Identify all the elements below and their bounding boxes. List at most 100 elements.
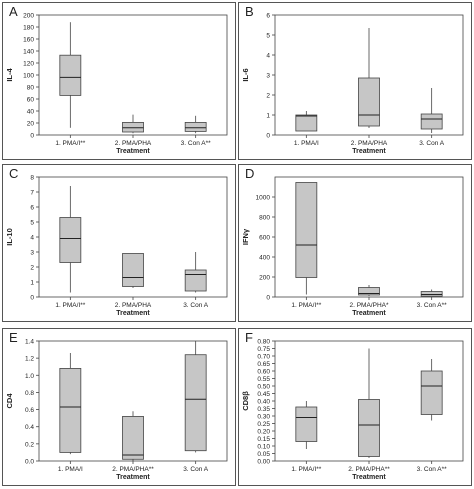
x-tick-label: 1. PMA/I**: [55, 302, 85, 309]
y-tick-label: 160: [23, 37, 34, 44]
chart-panel-a: A 0 20 40 60 80 100 120 140 160 180 200 IL-4 1. PMA/…: [2, 2, 236, 160]
y-tick-label: 3: [30, 250, 34, 257]
y-tick-label: 0.05: [257, 451, 270, 458]
x-axis-label: Treatment: [352, 474, 386, 481]
x-tick-label: 1. PMA/I**: [291, 466, 321, 473]
y-axis-label: IL-6: [241, 68, 250, 81]
x-tick-label: 3. Con A: [419, 140, 445, 147]
box-iqr: [59, 368, 82, 453]
y-tick-label: 180: [23, 25, 34, 32]
x-tick-label: 1. PMA/I**: [55, 140, 85, 147]
y-tick-label: 0.4: [25, 424, 34, 431]
chart-panel-d: D 0 200 400 600 800 1000 IFNγ 1. PMA/I** 2. PMA/…: [238, 164, 472, 322]
chart-panel-e: E 0.0 0.2 0.4 0.6 0.8 1.0 1.2 1.4 CD4 1. PMA/I 2. …: [2, 328, 236, 486]
y-tick-label: 60: [27, 97, 35, 104]
box-iqr: [358, 287, 380, 296]
y-tick-label: 100: [23, 73, 34, 80]
box-iqr: [420, 370, 443, 415]
x-axis-label: Treatment: [116, 148, 150, 155]
x-axis-label: Treatment: [352, 148, 386, 155]
box-plot-ifng: 0 200 400 600 800 1000 IFNγ 1. PMA/I** 2. PMA/PH…: [241, 176, 464, 317]
y-tick-label: 0.00: [257, 459, 270, 466]
y-tick-label: 0: [30, 133, 34, 140]
box-iqr: [358, 77, 380, 127]
y-tick-label: 0.45: [257, 391, 270, 398]
y-tick-label: 40: [27, 109, 35, 116]
box-iqr: [122, 122, 144, 133]
x-tick-label: 2. PMA/PHA: [351, 140, 388, 147]
y-tick-label: 0.8: [25, 390, 34, 397]
y-tick-label: 120: [23, 61, 34, 68]
y-tick-label: 1: [30, 280, 34, 287]
y-axis-label: IL-4: [5, 68, 14, 82]
y-axis-label: CD8β: [241, 391, 250, 411]
y-tick-label: 20: [27, 121, 35, 128]
y-tick-label: 1: [266, 113, 270, 120]
box-iqr: [184, 354, 207, 452]
y-tick-label: 0.80: [257, 339, 270, 346]
y-tick-label: 5: [30, 220, 34, 227]
box-iqr: [295, 182, 318, 278]
box-iqr: [184, 122, 207, 132]
x-axis-label: Treatment: [116, 310, 150, 317]
y-tick-label: 1.2: [25, 356, 34, 363]
box-plot-il4: 0 20 40 60 80 100 120 140 160 180 200 IL-4 1. PMA/I*…: [5, 13, 228, 155]
box-iqr: [420, 291, 443, 297]
y-axis-label: IL-10: [5, 228, 14, 246]
x-tick-label: 1. PMA/I**: [291, 302, 321, 309]
x-tick-label: 3. Con A**: [417, 302, 447, 309]
box-plot-il6: 0 1 2 3 4 5 6 IL-6 1. PMA/I 2. PMA/PHA 3. Con A Tre…: [241, 13, 464, 155]
x-tick-label: 3. Con A**: [417, 466, 447, 473]
y-tick-label: 0.25: [257, 421, 270, 428]
panel-label: E: [9, 330, 18, 345]
y-tick-label: 0.40: [257, 399, 270, 406]
y-tick-label: 1.0: [25, 373, 34, 380]
x-tick-label: 3. Con A**: [181, 140, 211, 147]
y-tick-label: 1000: [256, 195, 271, 202]
box-iqr: [59, 217, 82, 263]
panel-label: C: [9, 166, 19, 181]
y-tick-label: 0.55: [257, 376, 270, 383]
x-tick-label: 2. PMA/PHA: [115, 140, 152, 147]
y-tick-label: 0.60: [257, 369, 270, 376]
x-tick-label: 2. PMA/PHA**: [112, 466, 154, 473]
x-axis-label: Treatment: [116, 474, 150, 481]
y-tick-label: 2: [30, 265, 34, 272]
y-tick-label: 6: [30, 205, 34, 212]
y-tick-label: 0: [266, 295, 270, 302]
y-tick-label: 800: [259, 215, 270, 222]
y-tick-label: 200: [23, 13, 34, 20]
y-tick-label: 8: [30, 175, 34, 182]
y-tick-label: 0.2: [25, 441, 34, 448]
box-iqr: [295, 114, 318, 132]
y-tick-label: 0.65: [257, 361, 270, 368]
x-tick-label: 3. Con A: [183, 302, 209, 309]
y-tick-label: 3: [266, 73, 270, 80]
y-tick-label: 200: [259, 275, 270, 282]
y-tick-label: 0.35: [257, 406, 270, 413]
y-tick-label: 4: [30, 235, 34, 242]
x-tick-label: 3. Con A: [183, 466, 209, 473]
panel-label: A: [9, 4, 18, 19]
y-tick-label: 0.30: [257, 414, 270, 421]
panel-label: B: [245, 4, 254, 19]
x-tick-label: 2. PMA/PHA*: [349, 302, 388, 309]
y-tick-label: 0.0: [25, 459, 34, 466]
y-axis-label: CD4: [5, 393, 14, 409]
y-tick-label: 600: [259, 235, 270, 242]
y-tick-label: 0.10: [257, 444, 270, 451]
panel-label: D: [245, 166, 255, 181]
y-tick-label: 0.75: [257, 346, 270, 353]
y-tick-label: 0.70: [257, 354, 270, 361]
y-tick-label: 0.15: [257, 436, 270, 443]
x-tick-label: 1. PMA/I: [58, 466, 83, 473]
y-tick-label: 7: [30, 190, 34, 197]
panel-label: F: [245, 330, 253, 345]
box-iqr: [295, 406, 318, 442]
x-tick-label: 1. PMA/I: [294, 140, 319, 147]
y-tick-label: 80: [27, 85, 35, 92]
box-iqr: [122, 253, 144, 287]
chart-panel-c: C 0 1 2 3 4 5 6 7 8 IL-10 1. PMA/I** 2. PMA/PHA 3. C…: [2, 164, 236, 322]
y-tick-label: 6: [266, 13, 270, 20]
chart-panel-b: B 0 1 2 3 4 5 6 IL-6 1. PMA/I 2. PMA/PHA 3. Con A T…: [238, 2, 472, 160]
